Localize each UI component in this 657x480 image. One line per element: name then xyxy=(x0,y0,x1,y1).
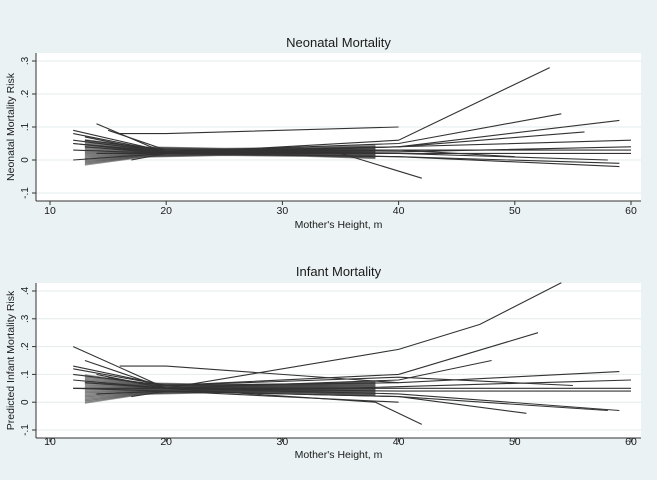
neonatal-x-tick-label: 30 xyxy=(277,205,289,217)
neonatal-y-tick-label: -.1 xyxy=(20,187,31,199)
infant-series-line xyxy=(73,387,527,414)
infant-series-line xyxy=(72,346,423,425)
neonatal-y-tick-label: .1 xyxy=(20,122,31,131)
infant-plot-area xyxy=(36,283,641,438)
infant-y-axis-label: Predicted Infant Mortality Risk xyxy=(5,290,17,430)
neonatal-mortality-chart: -.1 0 .1 .2 .3 10 20 30 40 50 60 Neonatal Mortality… xyxy=(5,35,641,231)
infant-y-tick-label: .1 xyxy=(20,370,31,379)
infant-x-axis-label: Mother's Height, m xyxy=(295,449,383,461)
neonatal-series-line xyxy=(73,113,562,153)
infant-series-line xyxy=(84,382,631,392)
neonatal-series-line xyxy=(119,126,399,135)
infant-y-tick-label: .4 xyxy=(20,286,31,295)
infant-series-line xyxy=(119,365,399,384)
infant-y-tick-label: .3 xyxy=(20,314,31,323)
infant-y-tick-label: .2 xyxy=(20,342,31,351)
neonatal-series-line xyxy=(96,152,620,168)
neonatal-y-tick-label: .3 xyxy=(20,56,31,65)
neonatal-y-tick-label: 0 xyxy=(20,157,31,163)
infant-mortality-chart: -.1 0 .1 .2 .3 .4 10 20 30 40 50 60 Infant Mortality… xyxy=(5,264,641,461)
infant-series-line xyxy=(73,387,620,412)
neonatal-x-axis-label: Mother's Height, m xyxy=(295,219,383,231)
neonatal-y-tick-label: .2 xyxy=(20,89,31,98)
infant-series-line xyxy=(73,373,573,387)
infant-x-tick-label: 20 xyxy=(160,436,172,448)
neonatal-chart-title: Neonatal Mortality xyxy=(286,35,391,50)
infant-x-tick-label: 30 xyxy=(277,436,289,448)
infant-x-tick-label: 60 xyxy=(625,436,637,448)
neonatal-x-tick-label: 50 xyxy=(509,205,521,217)
neonatal-series-line xyxy=(84,139,631,151)
neonatal-series-line xyxy=(107,129,632,151)
infant-x-tick-label: 10 xyxy=(44,436,56,448)
infant-series-line xyxy=(131,390,399,403)
infant-series-line xyxy=(73,379,631,389)
neonatal-x-tick-label: 10 xyxy=(44,205,56,217)
infant-series-line xyxy=(84,282,562,389)
infant-y-tick-label: 0 xyxy=(20,399,31,405)
infant-chart-title: Infant Mortality xyxy=(296,264,382,279)
neonatal-x-tick-label: 60 xyxy=(625,205,637,217)
infant-series-line xyxy=(73,332,539,387)
neonatal-y-axis-label: Neonatal Mortality Risk xyxy=(5,72,17,181)
neonatal-series-line xyxy=(73,152,608,161)
neonatal-series-line xyxy=(73,142,515,158)
neonatal-x-tick-label: 20 xyxy=(160,205,172,217)
neonatal-x-tick-label: 40 xyxy=(393,205,405,217)
infant-series-line xyxy=(73,368,620,387)
infant-x-tick-label: 40 xyxy=(393,436,405,448)
infant-x-tick-label: 50 xyxy=(509,436,521,448)
infant-y-tick-label: -.1 xyxy=(20,424,31,436)
neonatal-series-line xyxy=(73,142,632,154)
